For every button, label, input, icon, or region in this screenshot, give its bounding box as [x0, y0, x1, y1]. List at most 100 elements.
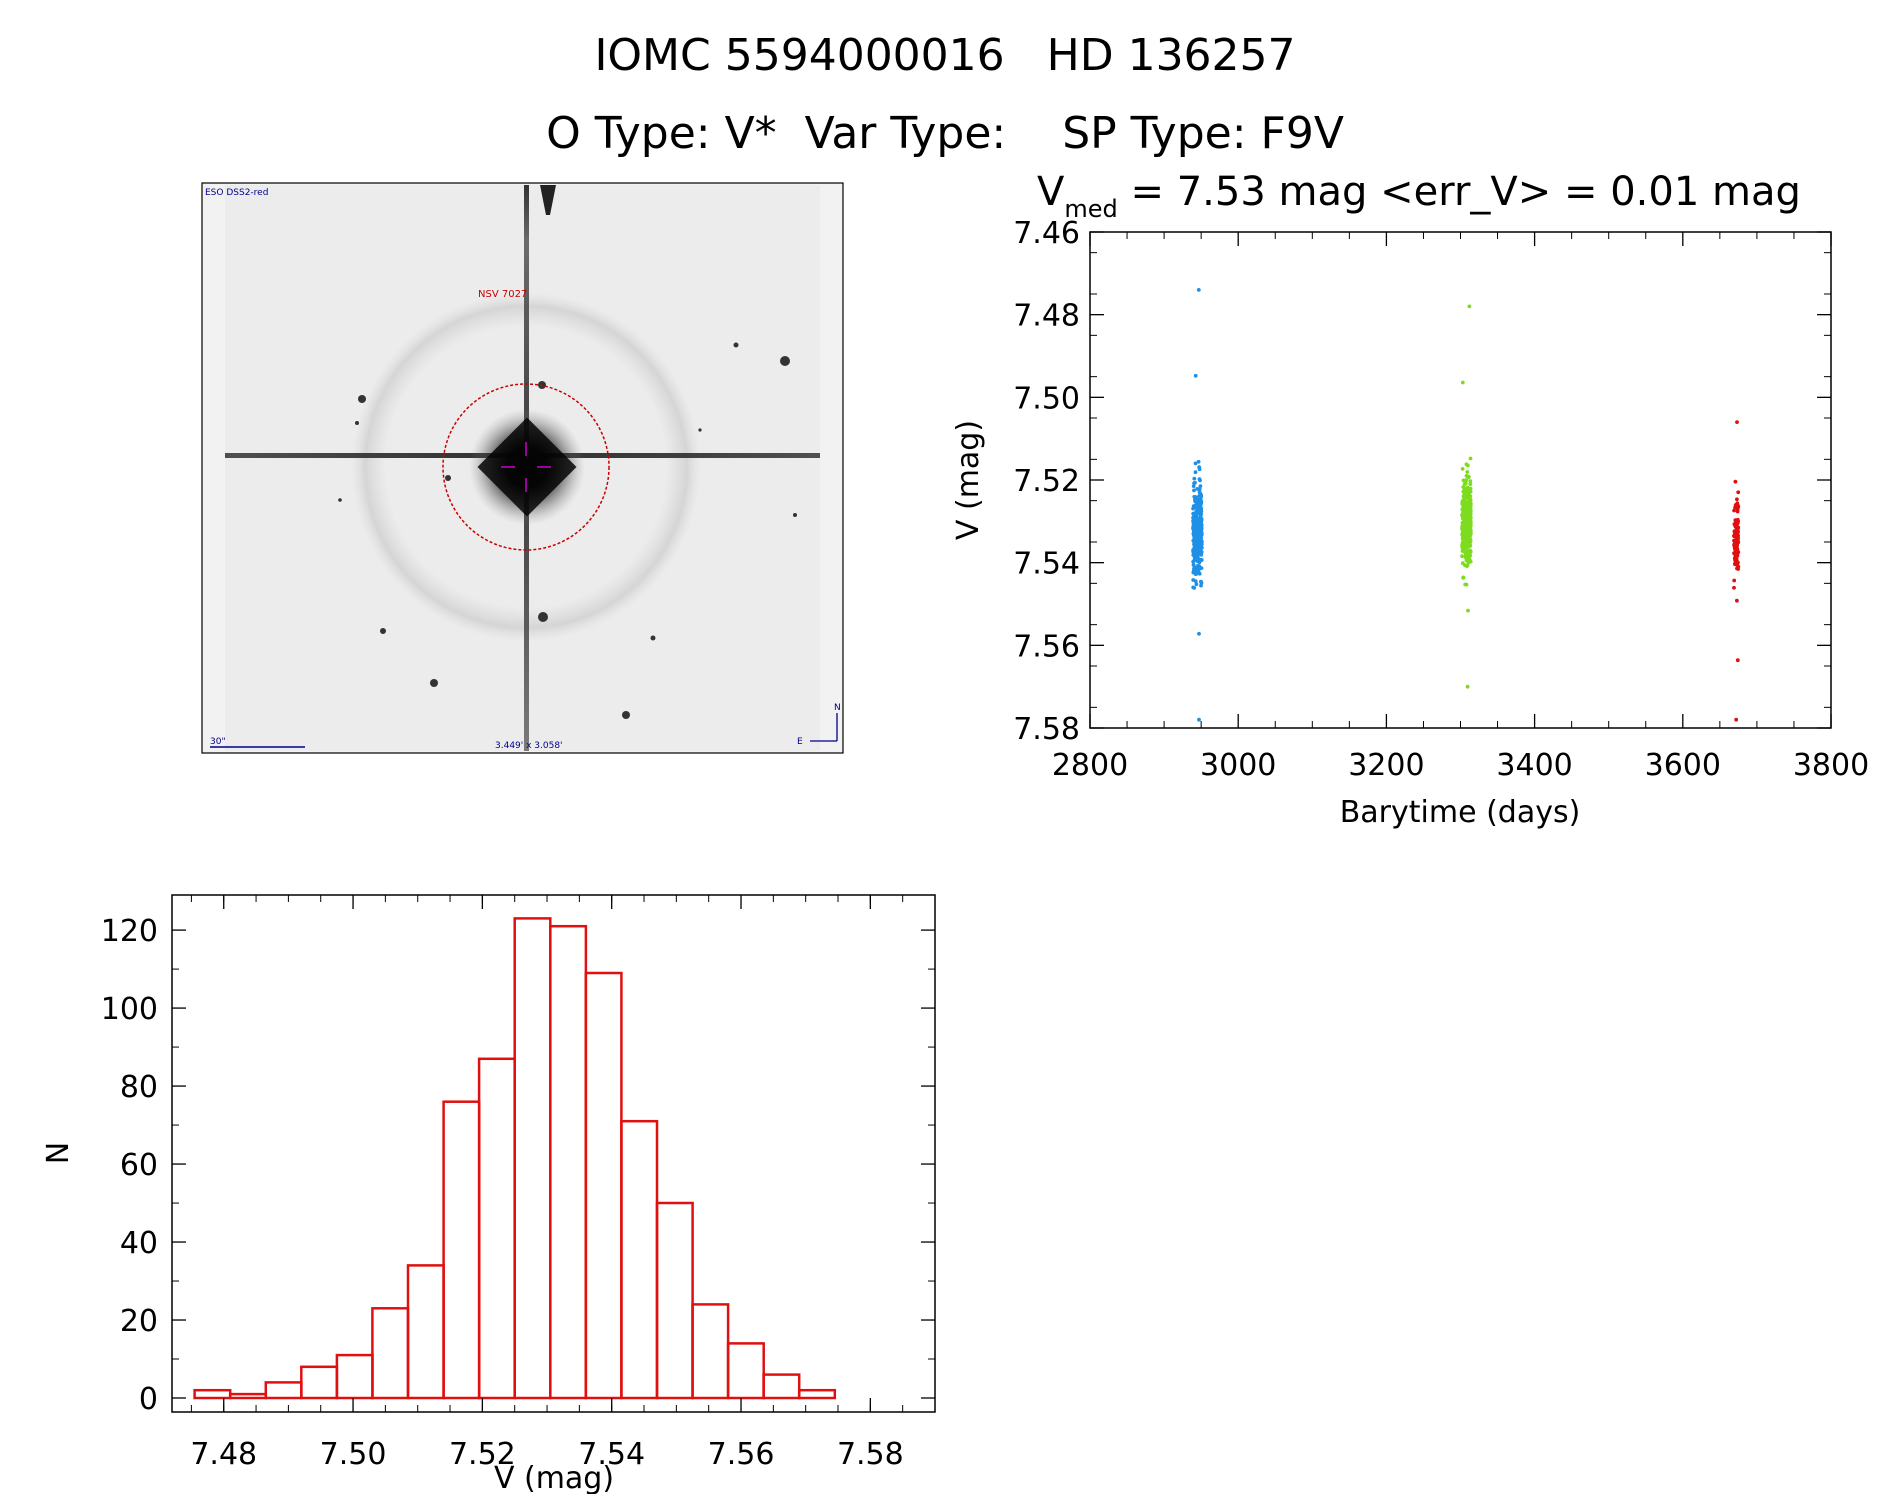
lightcurve-point	[1466, 513, 1471, 518]
lightcurve-point	[1197, 504, 1202, 508]
lightcurve-point	[1461, 498, 1466, 503]
lightcurve-xtick-label: 3200	[1348, 748, 1424, 783]
lightcurve-point	[1733, 540, 1737, 545]
histogram-bar	[264, 1381, 303, 1400]
lightcurve-point	[1465, 500, 1469, 504]
lightcurve-point	[1732, 585, 1736, 590]
lightcurve-point	[1197, 490, 1202, 494]
lightcurve-point	[1732, 508, 1736, 513]
lightcurve-point	[1193, 461, 1198, 466]
lightcurve-point	[1460, 554, 1464, 559]
lightcurve-point	[1461, 478, 1466, 483]
histogram-ytick-label: 40	[120, 1226, 158, 1261]
lightcurve-point	[1197, 507, 1202, 512]
histogram-ylabel: N	[41, 1142, 76, 1164]
figure-title: IOMC 5594000016 HD 136257	[594, 30, 1295, 81]
lightcurve-point	[1199, 542, 1203, 546]
lightcurve-title-sub: med	[1064, 195, 1117, 223]
lightcurve-ytick-label: 7.50	[1013, 381, 1080, 416]
lightcurve-point	[1468, 486, 1473, 491]
lightcurve-point	[1735, 566, 1740, 571]
lightcurve-point	[1196, 288, 1201, 292]
lightcurve-point	[1466, 535, 1470, 540]
lightcurve-point	[1735, 517, 1740, 522]
lightcurve-point	[1465, 564, 1469, 568]
histogram-ytick-label: 0	[139, 1382, 158, 1417]
histogram-bar	[549, 924, 588, 1400]
lightcurve-xlabel: Barytime (days)	[1340, 795, 1581, 830]
lightcurve-point	[1735, 497, 1739, 502]
lightcurve-panel: Vmed = 7.53 mag <err_V> = 0.01 mag 2800 3…	[951, 169, 1869, 830]
lightcurve-point	[1734, 717, 1739, 722]
lightcurve-point	[1460, 380, 1465, 385]
lightcurve-series-1	[1191, 288, 1204, 722]
histogram-xlabel: V (mag)	[494, 1461, 614, 1494]
lightcurve-point	[1191, 578, 1196, 582]
lightcurve-point	[1462, 547, 1466, 552]
lightcurve-point	[1733, 479, 1738, 484]
lightcurve-point	[1196, 459, 1201, 464]
histogram-ytick-label: 60	[120, 1148, 158, 1183]
lightcurve-point	[1461, 526, 1466, 531]
lightcurve-point	[1464, 541, 1468, 546]
lightcurve-point	[1466, 553, 1471, 558]
lightcurve-point	[1732, 529, 1737, 533]
histogram-axes: 7.48 7.50 7.52 7.54 7.56 7.58 0 20 40 60 80 100 120	[101, 895, 936, 1472]
histogram-ytick-label: 100	[101, 992, 158, 1027]
histogram-bar	[655, 1201, 694, 1400]
histogram-bar	[620, 1119, 659, 1400]
lightcurve-point	[1460, 561, 1465, 566]
histogram-bar	[228, 1392, 268, 1400]
histogram-bar	[584, 971, 623, 1400]
lightcurve-point	[1464, 462, 1469, 467]
histogram-ytick-label: 20	[120, 1304, 158, 1339]
lightcurve-point	[1194, 550, 1199, 554]
lightcurve-point	[1735, 527, 1740, 532]
histogram-xtick-label: 7.50	[320, 1437, 387, 1472]
histogram-bar	[300, 1365, 339, 1400]
lightcurve-point	[1192, 528, 1197, 533]
lightcurve-point	[1735, 521, 1740, 525]
histogram-bars	[193, 917, 837, 1400]
lightcurve-point	[1465, 684, 1470, 689]
histogram-bar	[193, 1388, 232, 1400]
lightcurve-point	[1465, 470, 1470, 474]
lightcurve-point	[1466, 474, 1471, 479]
lightcurve-point	[1461, 516, 1465, 521]
histogram-bar	[335, 1353, 374, 1400]
lightcurve-point	[1194, 497, 1199, 501]
lightcurve-point	[1193, 373, 1198, 378]
histogram-bar	[406, 1264, 445, 1400]
lightcurve-point	[1461, 523, 1465, 528]
lightcurve-point	[1735, 550, 1740, 554]
histogram-xtick-label: 7.54	[578, 1437, 645, 1472]
lightcurve-point	[1199, 558, 1203, 562]
lightcurve-point	[1465, 522, 1469, 527]
lightcurve-point	[1460, 467, 1465, 471]
lightcurve-point	[1193, 543, 1197, 548]
finder-crosshair	[501, 442, 551, 492]
lightcurve-point	[1732, 546, 1737, 551]
lightcurve-point	[1195, 537, 1199, 541]
lightcurve-point	[1467, 507, 1472, 512]
lightcurve-point	[1196, 530, 1201, 535]
lightcurve-series-3	[1732, 420, 1741, 722]
histogram-bar	[477, 1057, 516, 1400]
lightcurve-xtick-label: 3600	[1645, 748, 1721, 783]
lightcurve-ytick-label: 7.48	[1013, 299, 1080, 334]
histogram-xtick-label: 7.48	[190, 1437, 257, 1472]
lightcurve-ytick-label: 7.56	[1013, 629, 1080, 664]
lightcurve-point	[1197, 465, 1202, 470]
histogram-bar	[371, 1307, 410, 1400]
histogram-bar	[797, 1388, 837, 1400]
histogram-frame	[171, 894, 936, 1413]
lightcurve-point	[1193, 554, 1198, 559]
lightcurve-point	[1468, 456, 1473, 461]
lightcurve-point	[1465, 518, 1470, 523]
lightcurve-point	[1193, 470, 1198, 475]
lightcurve-xtick-label: 3400	[1496, 748, 1572, 783]
lightcurve-point	[1735, 420, 1739, 424]
lightcurve-points	[1191, 288, 1741, 722]
histogram-bar	[762, 1373, 801, 1400]
